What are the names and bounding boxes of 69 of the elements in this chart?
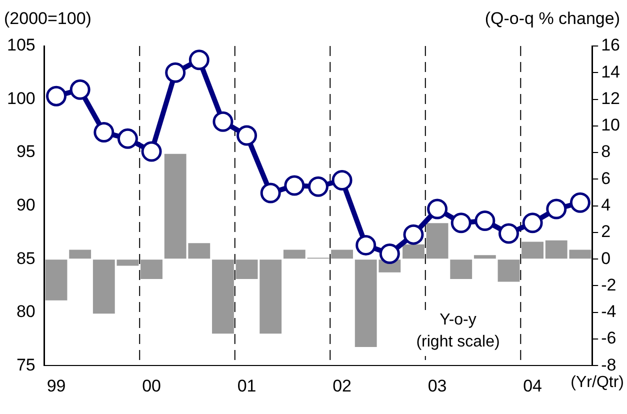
point [70,79,90,100]
point [117,128,138,149]
point [188,50,210,70]
bar [212,260,234,334]
point [474,210,496,231]
point [498,223,519,244]
bar [140,260,162,280]
point [236,125,258,146]
y2-tick-label: 10 [601,116,620,135]
y2-tick-label: 4 [601,195,611,214]
y2-axis-title: (Q-o-q % change) [484,9,620,28]
x-tick-label: 02 [332,376,352,396]
y2-tick-label: 14 [601,62,620,82]
x-tick-label: 03 [428,376,447,396]
y-tick-label: 80 [16,302,36,322]
y2-tick-label: 16 [601,36,620,55]
y-tick-label: 100 [6,88,36,108]
bar [474,255,496,259]
point [141,141,162,162]
point [284,175,305,196]
x-tick-label: 99 [46,376,66,396]
bar [236,260,258,280]
annotation: Y-o-y (right scale) [416,311,500,350]
point [94,122,114,143]
bar [498,260,520,282]
y-axis-title: (2000=100) [4,9,92,28]
y2-tick-label: -2 [601,275,616,294]
bar [283,250,306,259]
bar [260,260,282,334]
point [522,212,543,234]
point [165,62,186,83]
x-axis-title: (Yr/Qtr) [570,374,624,392]
y-tick-label: 95 [16,142,36,162]
x-tick-label: 00 [142,376,161,396]
y2-tick-label: 0 [601,248,611,268]
point [46,86,67,106]
point [570,192,590,213]
point [332,170,352,190]
y2-tick-label: -4 [601,302,616,322]
point [427,198,448,220]
bar [69,250,92,259]
bar [45,260,68,300]
point [546,198,567,220]
bar [331,250,353,259]
y2-tick-label: 12 [601,88,620,108]
bar [402,244,424,259]
bar [450,260,472,280]
y-tick-label: 75 [16,355,36,374]
point [308,176,328,197]
bar [116,260,139,266]
y-tick-label: 85 [16,248,36,268]
y2-tick-label: 2 [601,222,611,242]
point [356,234,376,256]
point [450,212,472,234]
y-tick-label: 90 [16,195,36,214]
y2-tick-label: -6 [601,328,616,348]
bar [92,260,115,314]
point [260,182,281,204]
point [403,224,424,245]
bar [522,242,544,259]
x-tick-label: 01 [237,376,256,396]
y2-tick-label: 8 [601,142,611,162]
y2-tick-label: -8 [601,355,616,374]
x-tick-label: 04 [523,376,542,396]
point [212,111,234,132]
point [379,243,400,264]
bar [426,223,448,259]
y-tick-label: 105 [6,36,36,55]
y2-tick-label: 6 [601,168,611,188]
